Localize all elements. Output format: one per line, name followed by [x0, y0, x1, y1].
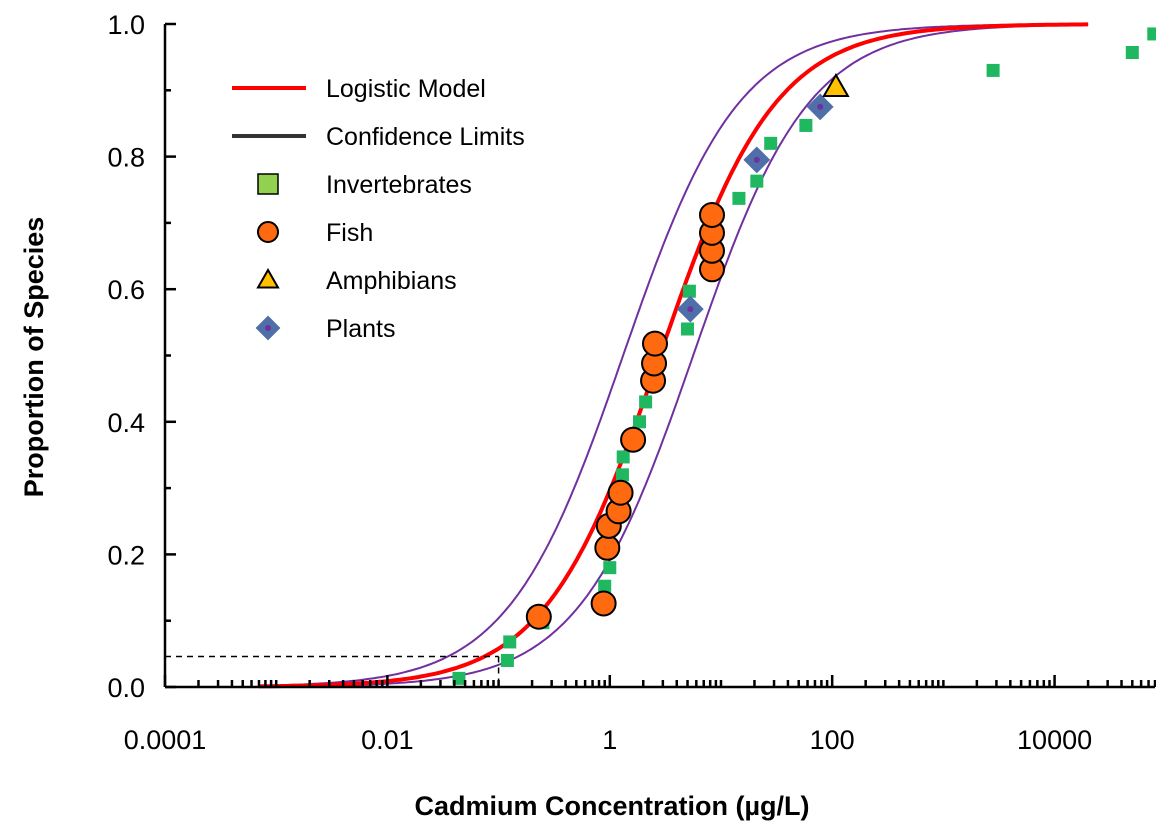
data-point-plants-center — [753, 156, 760, 163]
data-point-invertebrates — [986, 63, 1000, 77]
data-point-invertebrates — [764, 136, 778, 150]
y-tick-label: 0.2 — [107, 540, 145, 570]
x-tick-label: 1 — [602, 725, 617, 755]
x-tick-label: 100 — [810, 725, 855, 755]
y-tick-label: 0.0 — [107, 673, 145, 703]
data-point-invertebrates — [632, 415, 646, 429]
x-tick-label: 0.01 — [361, 725, 414, 755]
legend-label: Logistic Model — [326, 75, 486, 103]
legend-swatch-circle — [257, 221, 279, 243]
data-point-invertebrates — [639, 395, 653, 409]
plot-area — [165, 22, 1156, 689]
logistic-model-curve — [258, 22, 1089, 689]
confidence-limit-upper — [258, 23, 1089, 687]
y-tick-label: 0.8 — [107, 143, 145, 173]
data-point-invertebrates — [681, 322, 695, 336]
data-point-fish — [698, 201, 725, 228]
data-point-amphibians — [822, 72, 850, 97]
legend-label: Fish — [326, 219, 373, 247]
data-point-fish — [525, 603, 552, 630]
data-point-plants-center — [687, 306, 694, 313]
legend-label: Amphibians — [326, 267, 457, 295]
legend-swatch-triangle — [256, 267, 280, 289]
x-axis-title: Cadmium Concentration (µg/L) — [414, 791, 809, 821]
legend: Logistic Model Confidence Limits Invertebr… — [232, 75, 525, 343]
data-point-invertebrates — [682, 284, 696, 298]
axes: 0.0 0.2 0.4 0.6 0.8 1.0 0.0001 0.01 1 100 10000 — [107, 10, 1156, 755]
confidence-limit-lower — [259, 23, 1089, 688]
legend-swatch-diamond-center — [265, 325, 271, 331]
data-point-invertebrates — [452, 671, 466, 685]
data-point-plants-center — [817, 103, 824, 110]
y-axis-title: Proportion of Species — [19, 217, 49, 498]
data-point-invertebrates — [503, 635, 517, 649]
y-tick-label: 0.6 — [107, 275, 145, 305]
data-point-fish — [620, 426, 647, 453]
y-tick-label: 1.0 — [107, 10, 145, 40]
data-point-invertebrates — [616, 450, 630, 464]
data-point-invertebrates — [1147, 27, 1156, 41]
legend-label: Plants — [326, 315, 395, 343]
data-point-fish — [594, 534, 621, 561]
data-point-invertebrates — [732, 191, 746, 205]
y-tick-label: 0.4 — [107, 408, 145, 438]
legend-label: Confidence Limits — [326, 123, 525, 151]
data-point-fish — [641, 330, 668, 357]
data-point-invertebrates — [1125, 46, 1139, 60]
x-tick-label: 0.0001 — [124, 725, 207, 755]
legend-label: Invertebrates — [326, 171, 472, 199]
data-point-invertebrates — [603, 561, 617, 575]
data-point-invertebrates — [500, 653, 514, 667]
data-point-fish — [607, 479, 634, 506]
data-point-invertebrates — [615, 468, 629, 482]
x-tick-label: 10000 — [1017, 725, 1092, 755]
data-point-fish — [590, 590, 617, 617]
data-point-invertebrates — [598, 579, 612, 593]
data-point-invertebrates — [799, 118, 813, 132]
data-point-invertebrates — [750, 174, 764, 188]
legend-swatch-square — [257, 173, 279, 195]
